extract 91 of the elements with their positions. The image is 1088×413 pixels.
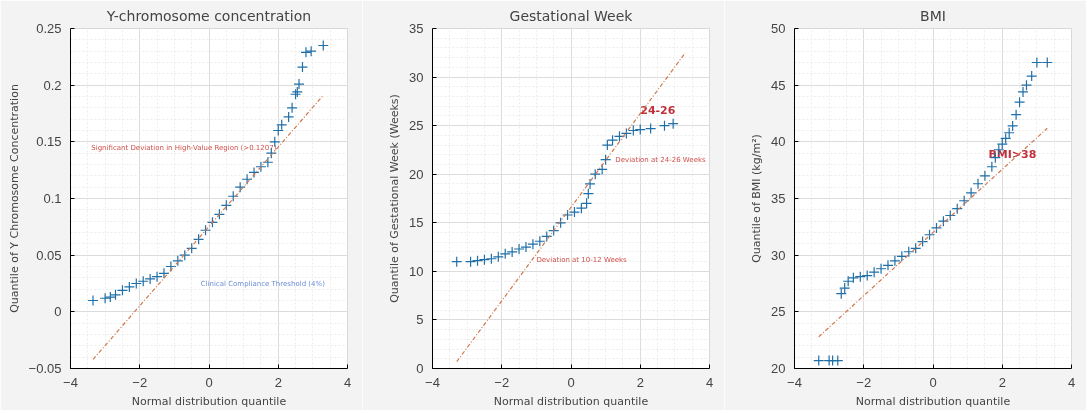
point (1013, 96, 1026, 108)
point (1041, 56, 1053, 69)
point (286, 102, 298, 114)
point (293, 78, 305, 90)
x-tick-label: 4 (1067, 374, 1076, 390)
point (667, 118, 679, 130)
x-tick-label: −4 (787, 374, 802, 390)
point (958, 195, 970, 207)
point (658, 120, 671, 132)
point (478, 254, 491, 266)
x-tick-label: 4 (705, 374, 714, 390)
y-tick-label: 50 (771, 21, 786, 36)
y-tick-label: 20 (409, 166, 424, 182)
y-tick-label: 0 (416, 361, 424, 376)
x-tick-label: 2 (998, 374, 1006, 390)
y-axis-title: Quantile of Gestational Week (Weeks) (388, 94, 402, 303)
point (1010, 109, 1022, 121)
y-tick-label: 0.05 (36, 247, 62, 263)
y-tick-label: 30 (771, 247, 786, 263)
point (634, 123, 646, 136)
y-tick-label: 25 (409, 118, 424, 134)
point (584, 178, 596, 190)
point (305, 45, 317, 57)
point (471, 255, 484, 267)
x-tick-label: 4 (343, 374, 352, 390)
y-tick-label: 0.2 (43, 77, 62, 93)
point (854, 271, 866, 283)
y-axis-title: Quantile of Y Chromosome Concentration (7, 84, 21, 313)
point (300, 46, 312, 58)
point (813, 354, 825, 367)
point (464, 256, 477, 268)
point (645, 122, 657, 135)
y-tick-label: 45 (771, 77, 786, 93)
y-tick-label: 15 (409, 215, 424, 231)
y-tick-label: 0 (54, 304, 62, 320)
point (99, 292, 111, 304)
point (199, 224, 212, 236)
chart-title: BMI (920, 7, 946, 24)
chart-title: Y-chromosome concentration (105, 7, 312, 24)
point (144, 273, 156, 285)
x-tick-label: −2 (494, 374, 510, 390)
point (832, 354, 844, 367)
point (979, 170, 991, 182)
y-tick-label: 0.15 (36, 134, 62, 150)
y-tick-label: 20 (771, 361, 786, 376)
x-tick-label: −4 (63, 374, 78, 390)
point (965, 187, 977, 199)
x-tick-label: −4 (425, 374, 440, 390)
point (283, 111, 295, 123)
y-tick-label: 5 (416, 312, 424, 328)
x-tick-label: 0 (567, 374, 575, 390)
point (600, 154, 612, 166)
x-tick-label: −2 (856, 374, 872, 390)
point (986, 161, 998, 173)
point (451, 256, 463, 268)
y-axis-title: Quantile of BMI (kg/m²) (750, 134, 764, 263)
point (206, 216, 219, 228)
point (227, 190, 239, 202)
x-tick-label: −2 (132, 374, 148, 390)
y-tick-label: 0.1 (43, 191, 62, 206)
y-tick-label: 0.25 (36, 21, 62, 36)
point (234, 181, 246, 193)
point (213, 208, 225, 220)
point (317, 39, 329, 52)
y-tick-label: −0.05 (28, 361, 62, 376)
x-tick-label: 2 (274, 374, 282, 390)
point (972, 178, 984, 190)
point (555, 217, 567, 229)
y-tick-label: 40 (771, 134, 786, 150)
y-tick-label: 35 (409, 21, 424, 36)
x-axis-title: Normal distribution quantile (855, 394, 1011, 408)
point (582, 188, 594, 200)
point (1031, 56, 1043, 69)
point (87, 294, 99, 307)
point (296, 61, 309, 73)
x-axis-title: Normal distribution quantile (131, 394, 287, 408)
y-tick-label: 10 (409, 263, 424, 279)
annotation: 24-26 (640, 104, 676, 118)
y-tick-label: 30 (409, 69, 424, 85)
y-tick-label: 35 (771, 191, 786, 206)
point (137, 275, 149, 287)
point (220, 199, 232, 211)
x-tick-label: 2 (636, 374, 644, 390)
chart-title: Gestational Week (509, 7, 634, 24)
point (193, 233, 205, 245)
point (485, 253, 497, 265)
point (1026, 70, 1038, 82)
x-axis-title: Normal distribution quantile (493, 394, 649, 408)
x-tick-label: 0 (929, 374, 937, 390)
y-tick-label: 25 (771, 304, 786, 320)
x-tick-label: 0 (205, 374, 213, 390)
